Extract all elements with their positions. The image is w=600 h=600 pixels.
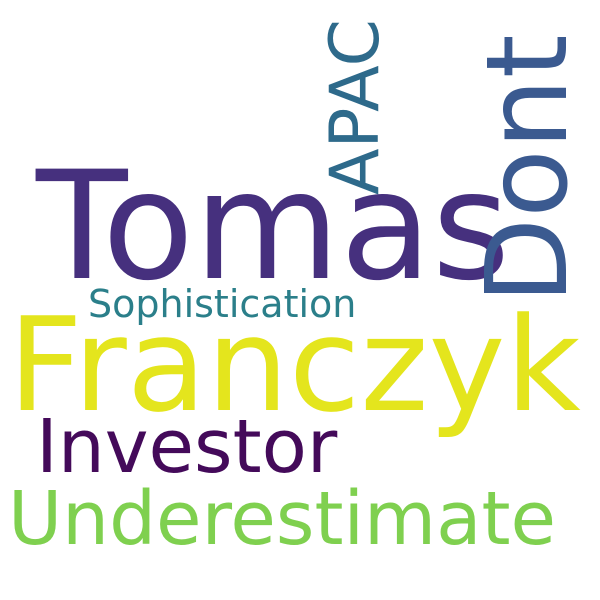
word-franczyk: Franczyk [8, 289, 581, 441]
word-underestimate: Underestimate [8, 476, 556, 562]
word-sophistication: Sophistication [88, 282, 357, 326]
word-investor: Investor [36, 404, 338, 490]
word-tomas: Tomas [36, 140, 511, 314]
word-dont: Dont [463, 34, 593, 304]
word-apac: APAC [316, 19, 395, 195]
